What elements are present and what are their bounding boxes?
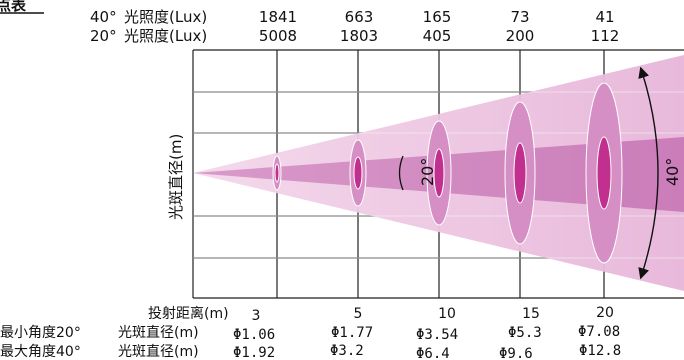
- spot-diameter: Φ3.54: [416, 327, 458, 343]
- lux-value: 1841: [259, 8, 297, 26]
- distance-value: 15: [522, 306, 540, 322]
- spot-diameter: Φ6.4: [416, 346, 450, 360]
- lux-value: 663: [345, 8, 374, 26]
- spot-diameter: Φ9.6: [499, 346, 533, 360]
- lux-value: 405: [423, 27, 452, 45]
- spot-diameter: Φ5.3: [508, 325, 542, 341]
- inner-angle-label: 20°: [418, 158, 437, 186]
- inner-angle-arc: [398, 155, 404, 191]
- lux-value: 41: [595, 8, 614, 26]
- distance-row: 投射距离(m) 3 5 10 15 20: [148, 305, 614, 324]
- distance-value: 5: [354, 306, 363, 322]
- row-label: 光斑直径(m): [118, 324, 199, 341]
- spot-row-min: 最小角度20° 光斑直径(m) Φ1.06 Φ1.77 Φ3.54 Φ5.3 Φ…: [0, 324, 620, 343]
- outer-angle-label: 40°: [663, 158, 682, 186]
- spot-inner: [596, 136, 612, 210]
- spot-row-max: 最大角度40° 光斑直径(m) Φ1.92 Φ3.2 Φ6.4 Φ9.6 Φ12…: [0, 343, 621, 360]
- lux-row-label: 光照度(Lux): [124, 8, 207, 26]
- spot-inner: [274, 163, 280, 183]
- lux-row-angle: 20°: [90, 27, 117, 45]
- spot-diameter: Φ12.8: [579, 343, 621, 359]
- lux-value: 73: [510, 8, 529, 26]
- distance-label: 投射距离(m): [148, 305, 229, 322]
- lux-value: 5008: [259, 27, 297, 45]
- beam-spots: [272, 82, 623, 264]
- spot-diameter: Φ1.92: [233, 345, 275, 360]
- spot-inner: [513, 142, 527, 204]
- spot-diameter: Φ1.06: [233, 327, 275, 343]
- spot-inner: [353, 156, 363, 190]
- lux-row-20: 20° 光照度(Lux) 5008 1803 405 200 112: [90, 27, 619, 45]
- row-angle-label: 最小角度20°: [0, 325, 81, 341]
- title-fragment: 点表: [0, 0, 27, 14]
- y-axis-label: 光斑直径(m): [167, 134, 185, 220]
- spot-diameter: Φ3.2: [330, 343, 364, 359]
- lux-value: 200: [506, 27, 535, 45]
- spot-diameter: Φ1.77: [331, 325, 373, 341]
- spot-inner: [433, 148, 445, 198]
- lux-value: 165: [423, 8, 452, 26]
- row-angle-label: 最大角度40°: [0, 344, 81, 360]
- lux-row-40: 40° 光照度(Lux) 1841 663 165 73 41: [90, 8, 615, 26]
- lux-value: 1803: [340, 27, 378, 45]
- distance-value: 20: [596, 305, 614, 321]
- lux-row-label: 光照度(Lux): [124, 27, 207, 45]
- distance-value: 3: [252, 308, 261, 324]
- lux-value: 112: [591, 27, 620, 45]
- distance-value: 10: [438, 306, 456, 322]
- row-label: 光斑直径(m): [118, 343, 199, 360]
- spot-diameter: Φ7.08: [578, 324, 620, 340]
- lux-row-angle: 40°: [90, 8, 117, 26]
- outer-angle-arc: [638, 66, 659, 280]
